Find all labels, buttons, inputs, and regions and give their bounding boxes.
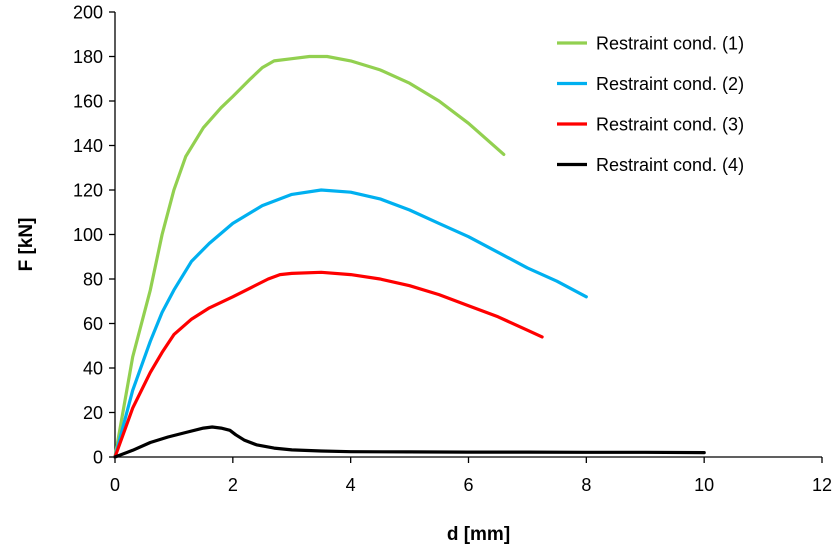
legend: Restraint cond. (1) Restraint cond. (2) Re…	[557, 34, 744, 175]
y-tick-label: 140	[73, 136, 103, 156]
y-tick-label: 100	[73, 225, 103, 245]
x-tick-label: 0	[110, 475, 120, 495]
series-layer	[113, 54, 706, 459]
y-tick-label: 80	[83, 270, 103, 290]
y-axis-title: F [kN]	[16, 218, 37, 272]
y-tick-label: 180	[73, 47, 103, 67]
x-tick-label: 4	[346, 475, 356, 495]
x-tick-label: 10	[694, 475, 714, 495]
legend-label-1: Restraint cond. (1)	[596, 34, 744, 54]
y-tick-label: 40	[83, 359, 103, 379]
x-tick-label: 6	[463, 475, 473, 495]
series-line-1	[113, 54, 506, 459]
x-axis-title: d [mm]	[447, 524, 510, 545]
y-tick-label: 60	[83, 314, 103, 334]
axes: 0 20 40 60 80 100 120 140 160 180 200 0 2 4 6 8 10 12	[73, 3, 832, 496]
y-tick-label: 20	[83, 403, 103, 423]
legend-label-2: Restraint cond. (2)	[596, 74, 744, 94]
legend-label-3: Restraint cond. (3)	[596, 115, 744, 135]
legend-label-4: Restraint cond. (4)	[596, 155, 744, 175]
y-tick-label: 200	[73, 3, 103, 23]
x-tick-label: 2	[228, 475, 238, 495]
y-tick-label: 120	[73, 181, 103, 201]
series-line-2	[113, 188, 588, 459]
x-tick-label: 8	[581, 475, 591, 495]
series-line-3	[113, 270, 544, 459]
y-tick-label: 0	[93, 448, 103, 468]
y-tick-label: 160	[73, 92, 103, 112]
x-tick-label: 12	[812, 475, 832, 495]
series-line-4	[113, 425, 706, 459]
